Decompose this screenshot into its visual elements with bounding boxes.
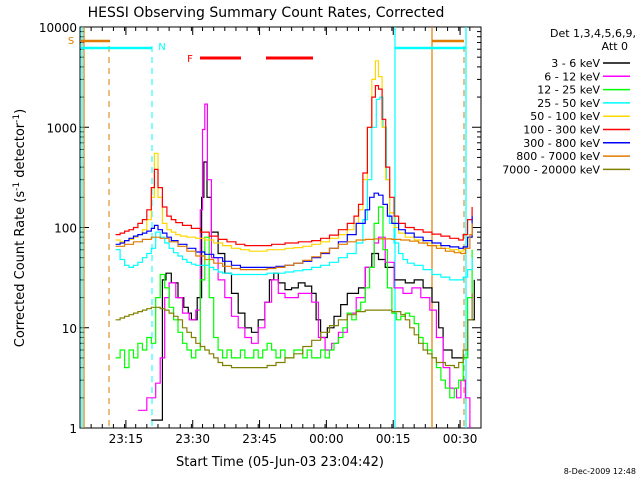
- y-tick-label: 10000: [39, 21, 77, 35]
- annotation-overlays: [81, 27, 467, 428]
- y-tick-label: 1000: [46, 121, 77, 135]
- y-axis-label-mid: detector: [13, 122, 28, 182]
- legend-header-attenuator: Att 0: [602, 40, 628, 53]
- x-tick-label: 23:30: [175, 432, 210, 446]
- legend-header-detectors: Det 1,3,4,5,6,9,: [550, 27, 636, 40]
- series-line: [115, 206, 473, 399]
- night-label: N: [158, 42, 165, 53]
- y-axis-label-end: ): [13, 109, 28, 114]
- annotation-labels: S N F: [68, 36, 193, 65]
- series-line: [115, 293, 473, 369]
- x-tick-label: 00:15: [376, 432, 411, 446]
- y-axis-label-sup1: -1: [12, 182, 22, 191]
- y-tick-label: 1: [69, 422, 77, 436]
- y-axis-label-main: Corrected Count Rate (s: [13, 191, 28, 348]
- plot-frame: [79, 26, 482, 429]
- x-tick-label: 00:30: [443, 432, 478, 446]
- legend-entry-label: 100 - 300 keV: [523, 124, 600, 137]
- series-line: [137, 103, 471, 428]
- legend-entry-label: 7000 - 20000 keV: [502, 163, 600, 176]
- footer-timestamp: 8-Dec-2009 12:48: [564, 467, 636, 476]
- legend-entry-label: 25 - 50 keV: [537, 97, 600, 110]
- flare-label: F: [187, 54, 193, 65]
- chart-title: HESSI Observing Summary Count Rates, Cor…: [88, 5, 445, 21]
- legend-entry-label: 300 - 800 keV: [523, 137, 600, 150]
- y-axis-label-sup2: -1: [12, 114, 22, 123]
- legend-entry-label: 3 - 6 keV: [551, 57, 600, 70]
- y-axis-label: Corrected Count Rate (s-1 detector-1): [12, 109, 28, 347]
- series-group: [115, 60, 475, 428]
- series-line: [151, 161, 475, 421]
- legend-entry-label: 6 - 12 keV: [544, 70, 600, 83]
- y-tick-label: 10: [62, 322, 77, 336]
- x-tick-label: 00:00: [309, 432, 344, 446]
- legend-entry-label: 800 - 7000 keV: [516, 150, 600, 163]
- legend-entry-label: 12 - 25 keV: [537, 84, 600, 97]
- series-line: [115, 85, 473, 247]
- axis-ticks: 23:15 23:30 23:45 00:00 00:15 00:30 1 10 100 1000…: [39, 21, 482, 446]
- series-line: [115, 60, 473, 252]
- x-axis-label: Start Time (05-Jun-03 23:04:42): [176, 455, 384, 470]
- x-tick-label: 23:15: [109, 432, 144, 446]
- plot-area: 23:15 23:30 23:45 00:00 00:15 00:30 1 10 100 1000…: [39, 21, 482, 446]
- y-tick-label: 100: [54, 222, 77, 236]
- x-tick-label: 23:45: [242, 432, 277, 446]
- series-line: [115, 223, 473, 271]
- saa-label: S: [68, 36, 74, 47]
- series-line: [115, 96, 473, 281]
- legend-entry-label: 50 - 100 keV: [530, 110, 600, 123]
